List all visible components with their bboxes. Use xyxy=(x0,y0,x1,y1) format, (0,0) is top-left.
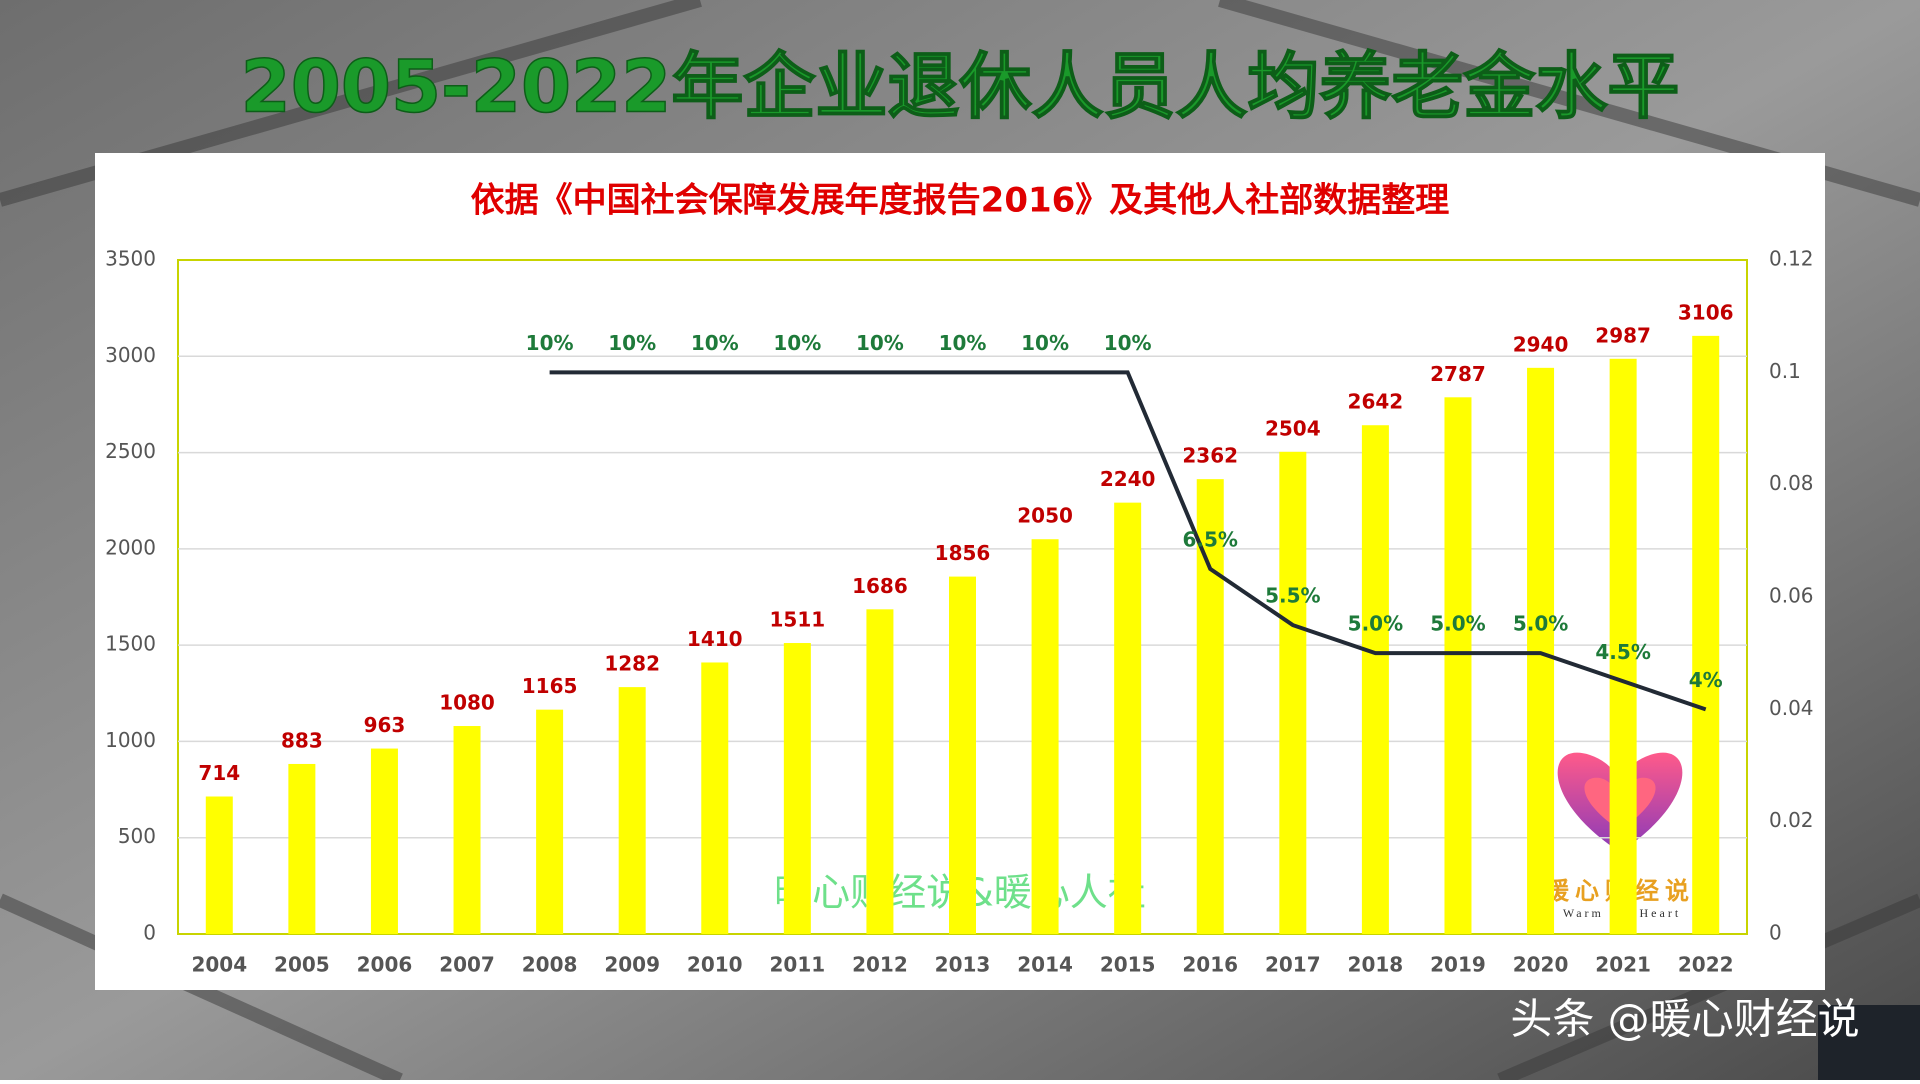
line-value-label: 10% xyxy=(939,331,987,355)
y2-tick-label: 0.06 xyxy=(1769,584,1814,608)
line-value-label: 4.5% xyxy=(1595,640,1650,664)
y2-tick-label: 0.04 xyxy=(1769,696,1814,720)
line-value-label: 6.5% xyxy=(1183,527,1238,551)
bar-value-label: 2240 xyxy=(1100,467,1156,491)
line-value-label: 10% xyxy=(856,331,904,355)
line-value-label: 10% xyxy=(526,331,574,355)
bar xyxy=(1279,451,1307,934)
bar xyxy=(205,796,233,934)
x-tick-label: 2010 xyxy=(687,953,743,977)
bar xyxy=(949,576,976,934)
line-value-label: 10% xyxy=(773,331,821,355)
y-tick-label: 500 xyxy=(118,824,156,848)
bar-value-label: 1282 xyxy=(604,652,660,676)
x-tick-label: 2008 xyxy=(522,953,578,977)
x-tick-label: 2006 xyxy=(357,953,413,977)
y-tick-label: 3500 xyxy=(105,247,156,271)
line-value-label: 5.0% xyxy=(1348,612,1403,636)
bar xyxy=(370,748,398,934)
bar-value-label: 2050 xyxy=(1017,504,1073,528)
bar-value-label: 1080 xyxy=(439,691,495,715)
x-tick-label: 2022 xyxy=(1678,953,1734,977)
x-tick-label: 2004 xyxy=(191,953,247,977)
chart-title: 2005-2022年企业退休人员人均养老金水平 xyxy=(241,45,1680,129)
x-tick-label: 2012 xyxy=(852,953,908,977)
y-tick-label: 1500 xyxy=(105,632,156,656)
bar-value-label: 3106 xyxy=(1678,300,1734,324)
x-tick-label: 2011 xyxy=(770,953,826,977)
y2-tick-label: 0.1 xyxy=(1769,359,1801,383)
bar-value-label: 2940 xyxy=(1513,332,1569,356)
bar xyxy=(1692,335,1720,934)
corner-block xyxy=(1818,1005,1920,1080)
bar-value-label: 1686 xyxy=(852,574,908,598)
bar-value-label: 1410 xyxy=(687,627,743,651)
bar xyxy=(866,609,894,934)
x-tick-label: 2019 xyxy=(1430,953,1486,977)
x-tick-label: 2005 xyxy=(274,953,330,977)
y2-tick-label: 0.08 xyxy=(1769,471,1814,495)
line-value-label: 10% xyxy=(1104,331,1152,355)
x-tick-label: 2015 xyxy=(1100,953,1156,977)
bar-value-label: 1165 xyxy=(522,674,578,698)
y2-tick-label: 0 xyxy=(1769,921,1782,945)
bar-value-label: 2787 xyxy=(1430,362,1486,386)
bar-value-label: 963 xyxy=(364,713,406,737)
bar-value-label: 883 xyxy=(281,728,323,752)
bar xyxy=(1527,367,1555,935)
bar-value-label: 2987 xyxy=(1595,323,1651,347)
bar xyxy=(1444,397,1472,934)
bar xyxy=(288,763,316,934)
bar xyxy=(1196,479,1224,934)
x-tick-label: 2009 xyxy=(604,953,660,977)
bar xyxy=(536,709,564,934)
x-tick-label: 2016 xyxy=(1182,953,1238,977)
x-tick-label: 2007 xyxy=(439,953,495,977)
bar xyxy=(783,643,811,934)
line-value-label: 10% xyxy=(608,331,656,355)
bar xyxy=(1114,502,1142,934)
bar xyxy=(1031,539,1059,934)
y-tick-label: 0 xyxy=(143,921,156,945)
bar xyxy=(1609,358,1637,934)
chart-subtitle: 依据《中国社会保障发展年度报告2016》及其他人社部数据整理 xyxy=(471,181,1450,221)
y-tick-label: 3000 xyxy=(105,343,156,367)
y-tick-label: 2500 xyxy=(105,439,156,463)
credit: 头条 @暖心财经说 xyxy=(1510,995,1859,1044)
x-tick-label: 2018 xyxy=(1348,953,1404,977)
bar-value-label: 1511 xyxy=(770,608,826,632)
y-tick-label: 2000 xyxy=(105,535,156,559)
line-value-label: 5.0% xyxy=(1513,612,1568,636)
bar xyxy=(701,662,729,934)
line-value-label: 5.5% xyxy=(1265,584,1320,608)
line-value-label: 10% xyxy=(1021,331,1069,355)
y2-tick-label: 0.12 xyxy=(1769,247,1814,271)
bar-value-label: 1856 xyxy=(935,541,991,565)
bar-value-label: 2642 xyxy=(1348,390,1404,414)
bar xyxy=(453,726,481,934)
x-tick-label: 2020 xyxy=(1513,953,1569,977)
x-tick-label: 2017 xyxy=(1265,953,1321,977)
bar xyxy=(618,687,646,934)
x-tick-label: 2014 xyxy=(1017,953,1073,977)
x-tick-label: 2013 xyxy=(935,953,991,977)
y-tick-label: 1000 xyxy=(105,728,156,752)
bar xyxy=(1361,425,1389,934)
bar-value-label: 2362 xyxy=(1182,444,1238,468)
line-value-label: 5.0% xyxy=(1430,612,1485,636)
bar-value-label: 2504 xyxy=(1265,416,1321,440)
line-value-label: 10% xyxy=(691,331,739,355)
line-value-label: 4% xyxy=(1689,668,1723,692)
bar-value-label: 714 xyxy=(198,761,240,785)
line xyxy=(549,370,1707,712)
y2-tick-label: 0.02 xyxy=(1769,808,1814,832)
x-tick-label: 2021 xyxy=(1595,953,1651,977)
